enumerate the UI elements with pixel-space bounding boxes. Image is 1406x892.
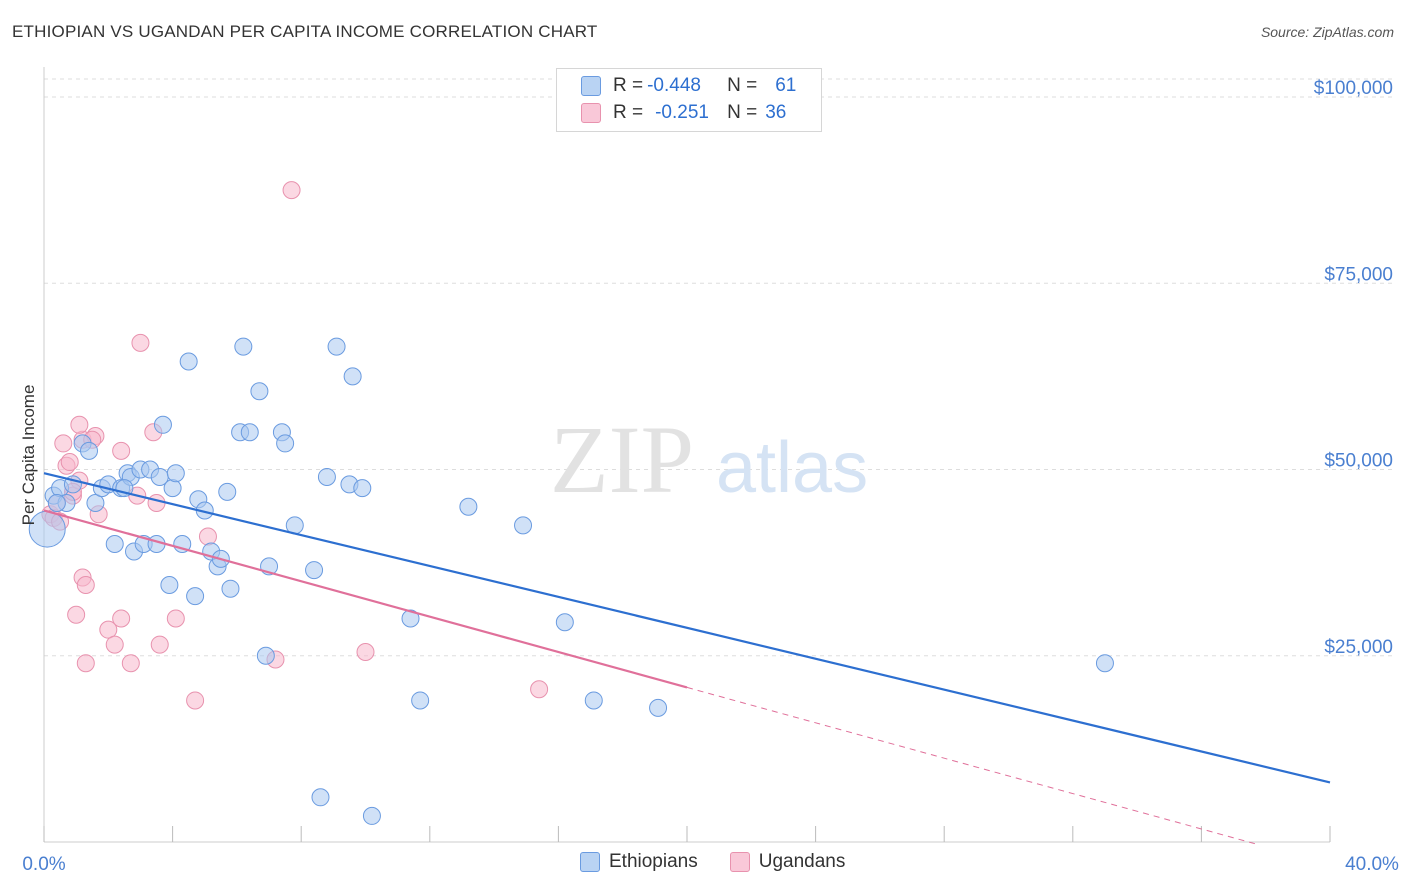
ugandans-point	[150, 635, 169, 654]
legend-row-ethiopians: R = -0.448 N = 61	[581, 74, 796, 98]
ugandans-legend-label: Ugandans	[758, 851, 846, 872]
ethiopians-point	[317, 467, 336, 486]
ethiopians-point	[305, 561, 324, 580]
ugandans-point	[147, 494, 166, 513]
ugandans-trend-line	[43, 509, 688, 689]
axis-ticks: 0.0% 40.0%	[22, 826, 1399, 875]
ethiopians-point	[186, 587, 205, 606]
y-tick-label: $75,000	[1324, 264, 1393, 285]
legend-r-label: R =	[613, 75, 644, 96]
ethiopians-point	[105, 535, 124, 553]
ethiopians-point	[86, 494, 105, 513]
chart-title: ETHIOPIAN VS UGANDAN PER CAPITA INCOME C…	[12, 22, 598, 41]
ethiopians-point	[1095, 654, 1114, 673]
x-tick-label: 0.0%	[22, 854, 65, 875]
legend-row-ugandans: R = -0.251 N = 36	[581, 101, 786, 125]
legend-item-ugandans: Ugandans	[729, 851, 846, 873]
ugandans-point	[112, 441, 131, 460]
correlation-legend: R = -0.448 N = 61 R = -0.251 N = 36	[556, 68, 822, 132]
watermark: ZIP atlas	[550, 406, 868, 513]
ethiopians-swatch	[581, 76, 601, 96]
ugandans-legend-swatch	[729, 852, 750, 872]
ugandans-point	[70, 415, 89, 434]
ethiopians-point	[514, 516, 533, 535]
ethiopians-points	[28, 337, 1114, 825]
ethiopians-point	[163, 479, 182, 498]
ethiopians-point	[401, 609, 420, 628]
watermark-atlas: atlas	[716, 428, 868, 508]
ethiopians-point	[160, 575, 179, 594]
ethiopians-point	[256, 646, 275, 665]
ethiopians-point	[584, 691, 603, 710]
ugandans-point	[186, 691, 205, 710]
ethiopians-point	[80, 441, 99, 460]
ugandans-point	[67, 605, 86, 624]
ugandans-point	[112, 609, 131, 628]
ethiopians-point	[153, 415, 172, 434]
ethiopians-legend-swatch	[580, 852, 600, 872]
ugandans-point	[76, 654, 95, 673]
y-tick-label: $50,000	[1324, 451, 1393, 472]
ethiopians-point	[240, 423, 259, 442]
series-legend: Ethiopians Ugandans	[580, 851, 877, 873]
legend-n-label: N =	[727, 102, 758, 123]
ethiopians-point	[327, 337, 346, 356]
ugandans-point	[282, 181, 301, 200]
ugandans-point	[530, 680, 549, 699]
ethiopians-point	[218, 482, 237, 501]
ethiopians-point	[311, 788, 330, 807]
y-axis-label: Per Capita Income	[19, 385, 38, 526]
ethiopians-point	[411, 691, 430, 710]
ethiopians-point	[649, 698, 668, 717]
ugandans-point	[121, 654, 140, 673]
ugandans-point	[105, 635, 124, 654]
ugandans-trend-extension	[686, 686, 1257, 845]
ethiopians-point	[353, 479, 372, 498]
ethiopians-point	[362, 806, 381, 825]
ugandans-point	[54, 434, 73, 453]
legend-r-value: -0.251	[655, 102, 709, 123]
ethiopians-point	[343, 367, 362, 386]
legend-n-label: N =	[727, 75, 758, 96]
ethiopians-point	[234, 337, 253, 356]
ugandans-point	[76, 575, 95, 594]
ugandans-swatch	[581, 103, 601, 123]
ethiopians-point	[166, 464, 185, 483]
x-tick-label: 40.0%	[1345, 854, 1399, 875]
ethiopians-point	[459, 497, 478, 516]
legend-n-value: 61	[775, 75, 797, 96]
ethiopians-point	[250, 382, 269, 401]
y-tick-label: $100,000	[1314, 78, 1393, 99]
chart-source: Source: ZipAtlas.com	[1260, 24, 1394, 40]
trend-lines	[43, 472, 1331, 845]
ugandans-point	[356, 643, 375, 662]
ethiopians-point	[221, 579, 240, 598]
ethiopians-point	[276, 434, 295, 453]
ugandans-point	[166, 609, 185, 628]
watermark-zip: ZIP	[550, 406, 694, 513]
legend-item-ethiopians: Ethiopians	[580, 851, 698, 873]
legend-r-value: -0.448	[647, 75, 701, 96]
ugandans-point	[99, 620, 118, 639]
ethiopians-legend-label: Ethiopians	[609, 851, 698, 872]
legend-n-value: 36	[765, 102, 787, 123]
ethiopians-trend-line	[43, 472, 1331, 784]
legend-r-label: R =	[613, 102, 644, 123]
ethiopians-point	[47, 494, 66, 513]
ethiopians-point	[555, 613, 574, 632]
y-tick-label: $25,000	[1324, 637, 1393, 658]
ugandans-point	[131, 333, 150, 352]
grid-lines: $25,000 $50,000 $75,000 $100,000	[44, 78, 1393, 658]
ugandans-point	[198, 527, 217, 546]
ethiopians-point	[179, 352, 198, 371]
ugandans-point	[60, 453, 79, 472]
ugandans-points	[41, 181, 549, 710]
